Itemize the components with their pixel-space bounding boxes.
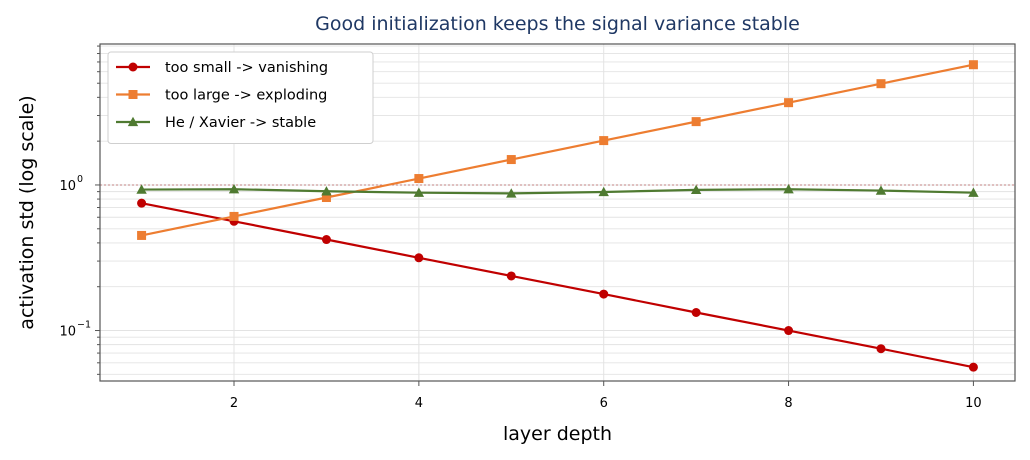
legend-marker xyxy=(128,62,138,72)
data-point xyxy=(137,230,147,240)
grid-lines xyxy=(100,44,1015,381)
data-point xyxy=(784,326,794,336)
data-point xyxy=(876,79,886,89)
data-point xyxy=(506,188,517,198)
data-point xyxy=(598,186,609,197)
y-tick-label: 10 xyxy=(59,179,76,194)
data-point xyxy=(784,98,794,108)
data-point xyxy=(413,187,425,197)
data-point xyxy=(137,198,147,208)
chart-title: Good initialization keeps the signal var… xyxy=(315,13,800,35)
data-point xyxy=(414,253,424,263)
y-axis-label: activation std (log scale) xyxy=(16,95,38,329)
legend-box xyxy=(107,51,374,144)
series-1 xyxy=(137,198,978,372)
data-point xyxy=(876,344,886,354)
legend-entry: too small -> vanishing xyxy=(116,60,328,76)
legend-marker xyxy=(127,116,139,127)
data-point xyxy=(968,187,979,197)
data-point xyxy=(136,184,147,194)
data-point xyxy=(321,186,332,196)
x-tick-label: 2 xyxy=(230,396,238,411)
legend-label: He / Xavier -> stable xyxy=(165,115,316,131)
series-line xyxy=(141,63,974,237)
data-point xyxy=(506,271,516,281)
data-point xyxy=(599,289,609,299)
data-point xyxy=(414,174,424,184)
legend: too small -> vanishing too large -> explo… xyxy=(107,51,374,144)
series-2 xyxy=(137,60,978,240)
data-point xyxy=(228,184,240,194)
y-tick-exponent: 0 xyxy=(77,174,83,185)
data-point xyxy=(875,185,887,195)
y-tick-label: 10 xyxy=(59,325,76,340)
data-point xyxy=(506,155,516,165)
data-point xyxy=(229,211,239,221)
data-point xyxy=(599,136,609,146)
plot-area-frame xyxy=(99,43,1016,382)
x-tick-label: 6 xyxy=(600,396,608,411)
series-3 xyxy=(136,184,979,198)
series-line xyxy=(141,188,974,195)
data-point xyxy=(691,307,701,317)
data-point xyxy=(321,235,331,245)
legend-label: too large -> exploding xyxy=(165,88,327,104)
data-point xyxy=(321,193,331,203)
legend-items: too small -> vanishing too large -> explo… xyxy=(116,60,328,131)
legend-label: too small -> vanishing xyxy=(165,60,328,76)
data-point xyxy=(968,362,978,372)
series-line xyxy=(141,202,974,369)
x-tick-label: 10 xyxy=(965,396,982,411)
data-point xyxy=(690,184,702,195)
x-axis-label: layer depth xyxy=(503,423,612,445)
data-point xyxy=(783,184,794,194)
series-layer xyxy=(136,60,979,372)
legend-entry: He / Xavier -> stable xyxy=(116,115,316,131)
legend-marker xyxy=(128,90,138,99)
y-tick-exponent: −1 xyxy=(77,320,91,331)
legend-entry: too large -> exploding xyxy=(116,88,327,104)
data-point xyxy=(691,117,701,127)
data-point xyxy=(968,60,978,70)
x-tick-label: 4 xyxy=(415,396,423,411)
x-tick-label: 8 xyxy=(784,396,792,411)
